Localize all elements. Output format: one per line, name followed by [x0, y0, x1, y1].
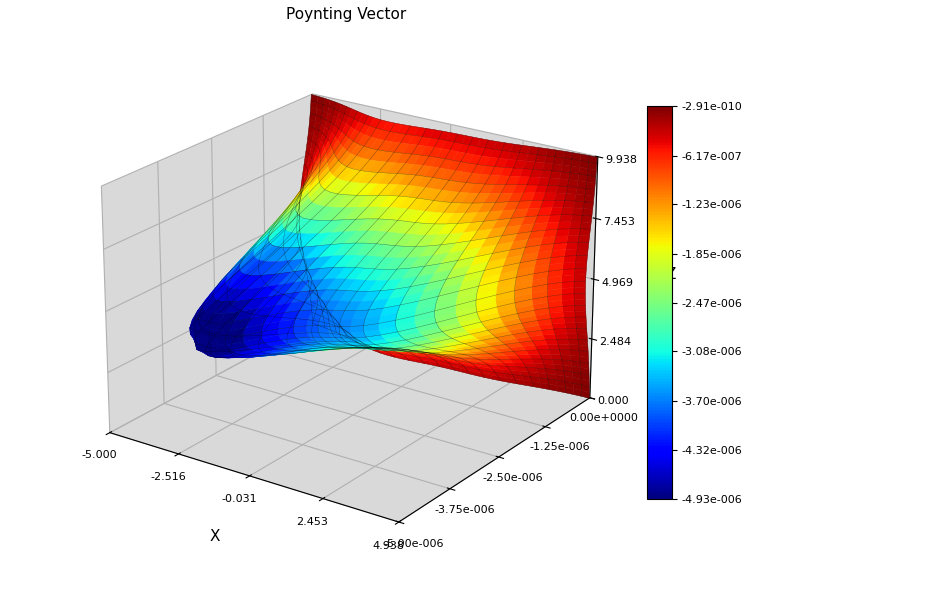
X-axis label: X: X [210, 529, 220, 544]
Title: Poynting Vector: Poynting Vector [285, 7, 406, 22]
